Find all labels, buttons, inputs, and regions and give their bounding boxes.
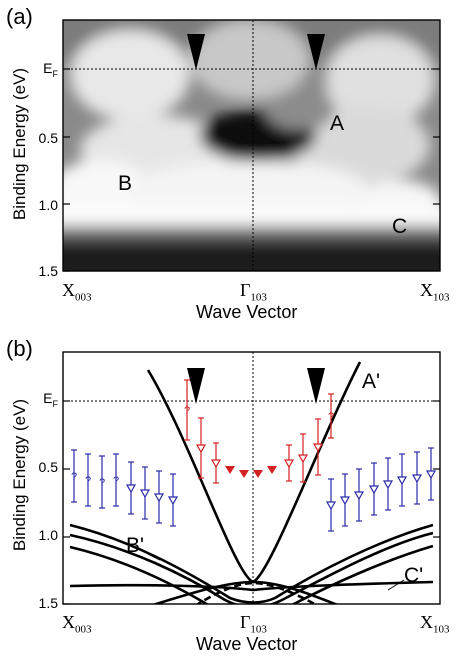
svg-text:?: ?	[184, 405, 190, 417]
blue-error-bar: ?	[113, 453, 119, 507]
panel-a-label-A: A	[330, 112, 345, 135]
blue-error-bar	[411, 451, 423, 505]
panel-a-xlabel: Wave Vector	[196, 302, 298, 322]
blue-error-bar	[153, 470, 165, 524]
red-data-series: ??	[184, 379, 334, 484]
panel-a-arrow-right	[307, 34, 325, 70]
red-error-bar: ?	[328, 393, 334, 439]
red-error-bar	[195, 417, 207, 479]
panel-a-intensity-map	[63, 20, 440, 271]
blue-error-bar	[382, 457, 394, 511]
panel-a-label-C: C	[392, 215, 408, 238]
panel-a-xtick-x003: X003	[62, 280, 92, 304]
blue-error-bar	[339, 473, 351, 527]
panel-a-label: (a)	[6, 4, 33, 29]
svg-text:?: ?	[71, 471, 77, 483]
panel-b-ytick-15: 1.5	[38, 595, 58, 611]
panel-b-ytick-05: 0.5	[38, 459, 58, 475]
red-error-bar: ?	[184, 379, 190, 441]
panel-b-label-C-prime: C'	[404, 564, 424, 587]
panel-b-xlabel: Wave Vector	[196, 634, 298, 654]
red-error-bar	[297, 433, 309, 483]
panel-b-xtick-x003: X003	[62, 612, 92, 636]
band-c-prime-2	[152, 580, 254, 604]
blue-error-bar	[425, 447, 437, 501]
blue-error-bar	[396, 453, 408, 507]
panel-a-ytick-10: 1.0	[38, 197, 58, 213]
red-error-bar	[312, 418, 324, 476]
panel-b-label: (b)	[6, 336, 33, 361]
red-filled-marker	[225, 466, 235, 474]
svg-text:?: ?	[85, 475, 91, 487]
blue-error-bar	[368, 462, 380, 516]
panel-a-ytick-ef: EF	[43, 60, 58, 79]
blue-error-bar	[125, 461, 137, 515]
panel-b-label-A-prime: A'	[362, 370, 381, 393]
panel-a-ytick-05: 0.5	[38, 130, 58, 146]
b-prime-pointer	[147, 553, 161, 561]
blue-error-bar: ?	[71, 449, 77, 503]
blue-error-bar	[167, 473, 179, 527]
panel-b-arrow-left	[187, 368, 205, 404]
c-prime-pointer	[387, 579, 405, 591]
panel-b-arrow-right	[307, 368, 325, 404]
panel-b-frame	[62, 351, 441, 605]
blue-error-bar: ?	[99, 455, 105, 509]
blue-error-bar	[139, 466, 151, 520]
band-b-prime-2	[69, 531, 434, 604]
panel-a-label-B: B	[118, 172, 133, 195]
svg-text:?: ?	[328, 411, 334, 423]
blue-data-series: ????	[71, 447, 437, 532]
panel-b-label-B-prime: B'	[126, 534, 145, 557]
blue-error-bar	[325, 478, 337, 532]
panel-b-xtick-x103: X103	[420, 612, 450, 636]
panel-a-ytick-15: 1.5	[38, 263, 58, 279]
panel-a-arrow-left	[187, 34, 205, 70]
red-error-bar	[210, 442, 222, 484]
panel-a-xtick-gamma: Γ103	[240, 280, 267, 304]
blue-error-bar	[353, 468, 365, 522]
panel-a-frame	[62, 19, 441, 272]
red-filled-marker	[253, 470, 263, 478]
red-error-bar	[283, 444, 295, 482]
panel-b-ytick-ef: EF	[43, 390, 58, 409]
red-filled-marker	[239, 470, 249, 478]
panel-b-xtick-gamma: Γ103	[240, 612, 267, 636]
red-filled-marker	[267, 466, 277, 474]
band-c-prime-1	[69, 580, 434, 592]
svg-text:?: ?	[99, 477, 105, 489]
band-b-prime-1	[69, 523, 434, 604]
band-b-prime-3	[69, 545, 210, 604]
svg-text:?: ?	[113, 475, 119, 487]
panel-b-ytick-10: 1.0	[38, 527, 58, 543]
band-b-prime-4	[291, 544, 434, 604]
panel-a-xtick-x103: X103	[420, 280, 450, 304]
band-dashed	[195, 581, 318, 604]
blue-error-bar: ?	[85, 453, 91, 507]
